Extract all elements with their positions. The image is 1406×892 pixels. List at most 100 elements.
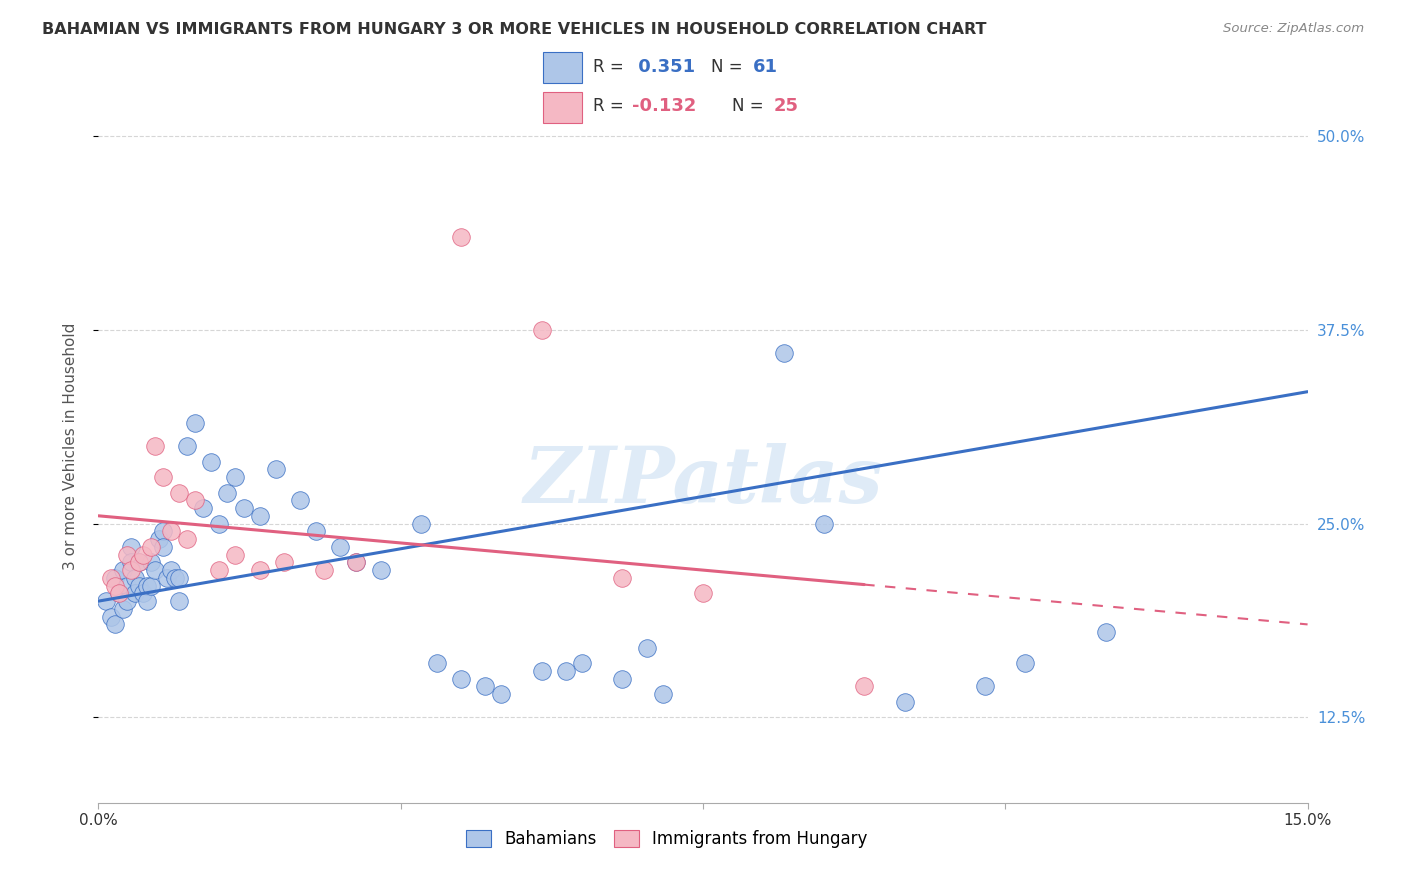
Point [152, 524, 174, 539]
Point [692, 586, 714, 600]
Point [974, 680, 997, 694]
Text: R =: R = [593, 97, 630, 115]
Point [167, 571, 190, 585]
Point [305, 524, 328, 539]
Point [636, 640, 658, 655]
Point [148, 532, 170, 546]
Point [160, 524, 183, 539]
Point [115, 594, 138, 608]
Point [344, 555, 367, 569]
Point [124, 571, 146, 585]
Point [152, 540, 174, 554]
Point [571, 656, 593, 670]
Point [103, 571, 125, 585]
Point [135, 579, 157, 593]
Point [128, 555, 150, 569]
Point [184, 493, 207, 508]
Point [163, 571, 186, 585]
Point [107, 586, 129, 600]
Point [530, 323, 553, 337]
Point [530, 664, 553, 678]
Point [232, 501, 254, 516]
Point [107, 586, 129, 600]
Point [143, 563, 166, 577]
Text: BAHAMIAN VS IMMIGRANTS FROM HUNGARY 3 OR MORE VEHICLES IN HOUSEHOLD CORRELATION : BAHAMIAN VS IMMIGRANTS FROM HUNGARY 3 OR… [42, 22, 987, 37]
Point [217, 485, 239, 500]
Point [329, 540, 352, 554]
Point [143, 439, 166, 453]
Point [120, 555, 142, 569]
FancyBboxPatch shape [543, 53, 582, 83]
Point [184, 416, 207, 430]
Y-axis label: 3 or more Vehicles in Household: 3 or more Vehicles in Household [63, 322, 77, 570]
Text: -0.132: -0.132 [631, 97, 696, 115]
Point [200, 454, 222, 468]
Point [208, 563, 231, 577]
Point [160, 563, 183, 577]
Point [139, 540, 162, 554]
Point [450, 672, 472, 686]
Text: N =: N = [711, 59, 748, 77]
Point [288, 493, 311, 508]
Point [249, 508, 271, 523]
Point [120, 563, 142, 577]
Point [249, 563, 271, 577]
Point [156, 571, 179, 585]
Point [167, 594, 190, 608]
Point [193, 501, 215, 516]
Text: 25: 25 [773, 97, 799, 115]
Point [100, 571, 122, 585]
Point [167, 485, 190, 500]
Point [111, 602, 134, 616]
Point [103, 579, 125, 593]
Point [224, 548, 246, 562]
Text: 61: 61 [752, 59, 778, 77]
Point [132, 548, 155, 562]
Point [115, 548, 138, 562]
Point [813, 516, 835, 531]
Point [555, 664, 578, 678]
Point [111, 563, 134, 577]
Point [208, 516, 231, 531]
Point [1014, 656, 1036, 670]
Point [474, 680, 496, 694]
Point [176, 532, 198, 546]
Point [612, 571, 634, 585]
Point [314, 563, 336, 577]
Point [264, 462, 287, 476]
Point [612, 672, 634, 686]
Point [772, 346, 794, 360]
Text: Source: ZipAtlas.com: Source: ZipAtlas.com [1223, 22, 1364, 36]
Text: N =: N = [733, 97, 769, 115]
Point [96, 594, 118, 608]
Point [120, 540, 142, 554]
Point [124, 586, 146, 600]
Point [224, 470, 246, 484]
Point [426, 656, 449, 670]
Point [115, 579, 138, 593]
Point [893, 695, 915, 709]
Point [370, 563, 392, 577]
Point [853, 680, 876, 694]
FancyBboxPatch shape [543, 92, 582, 122]
Point [135, 594, 157, 608]
Point [152, 470, 174, 484]
Point [100, 609, 122, 624]
Point [128, 579, 150, 593]
Point [176, 439, 198, 453]
Point [273, 555, 295, 569]
Legend: Bahamians, Immigrants from Hungary: Bahamians, Immigrants from Hungary [460, 823, 875, 855]
Text: R =: R = [593, 59, 630, 77]
Point [651, 687, 673, 701]
Point [450, 229, 472, 244]
Point [1095, 625, 1118, 640]
Point [132, 586, 155, 600]
Text: ZIPatlas: ZIPatlas [523, 443, 883, 520]
Point [128, 555, 150, 569]
Point [344, 555, 367, 569]
Point [139, 579, 162, 593]
Text: 0.351: 0.351 [631, 59, 695, 77]
Point [103, 617, 125, 632]
Point [491, 687, 513, 701]
Point [139, 555, 162, 569]
